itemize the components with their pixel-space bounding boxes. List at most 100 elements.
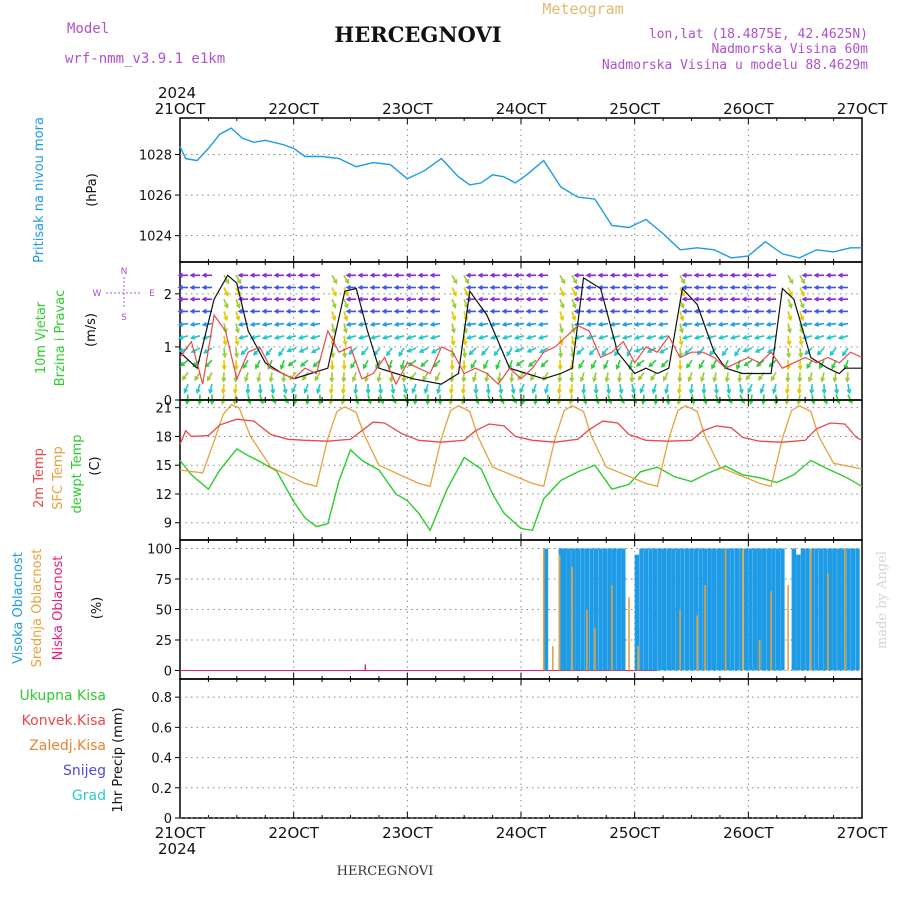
wind-arrow bbox=[749, 394, 753, 404]
wind-arrow bbox=[341, 394, 345, 404]
wind-arrow bbox=[259, 394, 264, 404]
panel-1: 0 1 2 10m Vjetar Brzina i Pravac (m/s) N S W E bbox=[34, 261, 863, 409]
wind-arrowhead bbox=[559, 315, 565, 322]
wind-arrowhead bbox=[609, 296, 615, 302]
wind-arrow bbox=[539, 347, 549, 354]
wind-arrowhead bbox=[465, 321, 472, 327]
wind-arrowhead bbox=[465, 272, 471, 278]
wind-arrowhead bbox=[788, 291, 793, 297]
wind-arrowhead bbox=[405, 272, 411, 278]
wind-arrowhead bbox=[772, 388, 777, 395]
year-bottom: 2024 bbox=[158, 840, 196, 858]
wind-arrowhead bbox=[297, 296, 303, 302]
wind-arrowhead bbox=[189, 321, 196, 327]
wind-arrowhead bbox=[609, 308, 615, 314]
wind-arrowhead bbox=[234, 328, 240, 334]
wind-arrowhead bbox=[235, 315, 241, 322]
wind-arrowhead bbox=[245, 389, 251, 395]
wind-arrowhead bbox=[249, 334, 256, 340]
high-cloud-bar bbox=[855, 548, 860, 671]
wind-arrow bbox=[354, 384, 357, 394]
wind-arrowhead bbox=[369, 284, 375, 291]
wind-arrow bbox=[650, 371, 657, 381]
wind-arrow bbox=[631, 383, 635, 393]
wind-arrowhead bbox=[761, 399, 767, 406]
high-cloud-bar bbox=[671, 548, 676, 671]
wind-arrowhead bbox=[195, 388, 201, 394]
wind-arrow bbox=[343, 274, 350, 284]
wind-arrowhead bbox=[189, 296, 195, 302]
y-tick-label: 25 bbox=[155, 634, 172, 649]
wind-arrow bbox=[571, 323, 575, 333]
wind-arrow bbox=[734, 347, 741, 356]
wind-arrowhead bbox=[796, 389, 802, 395]
wind-arrowhead bbox=[253, 350, 259, 356]
wind-arrowhead bbox=[429, 334, 436, 340]
wind-arrow bbox=[690, 384, 693, 394]
wind-arrowhead bbox=[645, 321, 652, 327]
wind-arrowhead bbox=[741, 272, 747, 278]
high-cloud-bar bbox=[657, 548, 662, 671]
wind-arrow bbox=[766, 322, 777, 326]
wind-arrow bbox=[358, 322, 369, 326]
wind-arrowhead bbox=[813, 321, 820, 327]
wind-arrowhead bbox=[597, 296, 603, 302]
wind-arrowhead bbox=[297, 334, 304, 340]
wind-arrowhead bbox=[401, 377, 407, 383]
wind-arrowhead bbox=[585, 321, 592, 327]
wind-arrowhead bbox=[537, 321, 544, 327]
wind-arrowhead bbox=[560, 279, 566, 285]
wind-arrow bbox=[178, 322, 189, 326]
wind-arrowhead bbox=[571, 303, 577, 309]
wind-arrow bbox=[466, 322, 477, 326]
wind-arrowhead bbox=[194, 375, 199, 382]
wind-arrowhead bbox=[477, 308, 483, 314]
high-cloud-bar bbox=[643, 548, 649, 671]
wind-arrow bbox=[313, 359, 321, 368]
wind-arrowhead bbox=[429, 284, 435, 291]
wind-arrowhead bbox=[705, 272, 711, 278]
wind-arrowhead bbox=[570, 340, 576, 347]
wind-arrowhead bbox=[787, 303, 793, 309]
wind-arrow bbox=[559, 287, 565, 296]
wind-arrowhead bbox=[342, 328, 348, 334]
wind-arrowhead bbox=[181, 375, 187, 381]
high-cloud-bar bbox=[575, 548, 580, 671]
wind-arrow bbox=[727, 394, 733, 404]
high-cloud-bar bbox=[684, 548, 690, 671]
wind-arrowhead bbox=[418, 348, 425, 353]
wind-arrowhead bbox=[693, 334, 700, 340]
wind-arrow bbox=[631, 394, 638, 403]
high-cloud-bar bbox=[791, 548, 796, 671]
mid-cloud-bar bbox=[827, 572, 829, 671]
wind-arrowhead bbox=[450, 328, 456, 334]
wind-arrow bbox=[787, 323, 791, 333]
wind-arrowhead bbox=[639, 388, 645, 394]
high-cloud-bar bbox=[566, 548, 571, 671]
wind-arrow bbox=[348, 347, 357, 355]
wind-arrow bbox=[686, 359, 693, 369]
wind-arrow bbox=[829, 347, 837, 356]
wind-arrowhead bbox=[448, 389, 454, 395]
time-tick-label: 22OCT bbox=[268, 100, 319, 118]
wind-arrowhead bbox=[729, 284, 735, 291]
high-cloud-bar bbox=[616, 548, 621, 671]
wind-arrow bbox=[430, 322, 441, 326]
wind-arrowhead bbox=[540, 362, 546, 368]
wind-arrowhead bbox=[330, 328, 336, 334]
wind-arrowhead bbox=[398, 351, 404, 357]
wind-arrow bbox=[331, 323, 335, 333]
high-cloud-bar bbox=[762, 548, 767, 671]
wind-arrow bbox=[267, 359, 273, 369]
wind-arrowhead bbox=[578, 363, 583, 370]
wind-arrowhead bbox=[417, 272, 423, 278]
wind-arrow bbox=[589, 347, 597, 356]
wind-arrow bbox=[811, 394, 815, 404]
lonlat-text: lon,lat (18.4875E, 42.4625N) bbox=[649, 27, 868, 42]
wind-arrowhead bbox=[820, 377, 826, 383]
wind-arrowhead bbox=[735, 364, 741, 371]
time-tick-label: 24OCT bbox=[496, 824, 547, 842]
wind-arrowhead bbox=[756, 362, 762, 367]
wind-arrowhead bbox=[209, 399, 215, 406]
wind-arrowhead bbox=[281, 377, 287, 383]
